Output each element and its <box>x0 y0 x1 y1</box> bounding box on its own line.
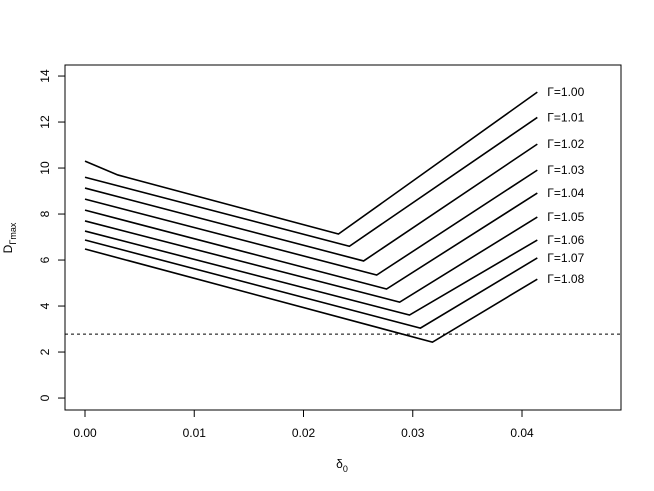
series-line <box>84 230 538 316</box>
series-line <box>84 91 538 235</box>
series-line <box>84 239 538 329</box>
y-tick-label: 10 <box>38 161 52 175</box>
legend-label: Γ=1.02 <box>547 137 584 151</box>
x-tick-label: 0.01 <box>183 426 207 440</box>
x-tick-label: 0.03 <box>401 426 425 440</box>
series-line <box>84 143 538 262</box>
series-line <box>84 248 538 344</box>
y-tick-label: 2 <box>38 348 52 355</box>
series-line <box>84 216 538 303</box>
legend-label: Γ=1.01 <box>547 110 584 124</box>
y-label-sub: Γmax <box>8 222 18 244</box>
x-label-sub: 0 <box>343 464 348 474</box>
legend-label: Γ=1.00 <box>547 85 584 99</box>
legend-label: Γ=1.04 <box>547 186 584 200</box>
x-tick-label: 0.00 <box>73 426 97 440</box>
legend-label: Γ=1.05 <box>547 210 584 224</box>
x-tick-label: 0.02 <box>292 426 316 440</box>
legend-label: Γ=1.08 <box>547 272 584 286</box>
legend-label: Γ=1.03 <box>547 163 584 177</box>
series-line <box>84 192 538 290</box>
x-label-main: δ <box>336 457 343 471</box>
y-axis-label: DΓmax <box>1 222 18 253</box>
legend-label: Γ=1.07 <box>547 251 584 265</box>
series-line <box>84 116 538 248</box>
x-tick-label: 0.04 <box>510 426 534 440</box>
y-label-main: D <box>1 244 15 253</box>
legend-label: Γ=1.06 <box>547 233 584 247</box>
y-tick-label: 6 <box>38 256 52 263</box>
x-axis-label: δ0 <box>336 457 348 474</box>
y-tick-label: 8 <box>38 210 52 217</box>
y-tick-label: 4 <box>38 302 52 309</box>
series-line <box>84 169 538 276</box>
y-tick-label: 14 <box>38 69 52 83</box>
y-tick-label: 0 <box>38 394 52 401</box>
y-tick-label: 12 <box>38 115 52 129</box>
